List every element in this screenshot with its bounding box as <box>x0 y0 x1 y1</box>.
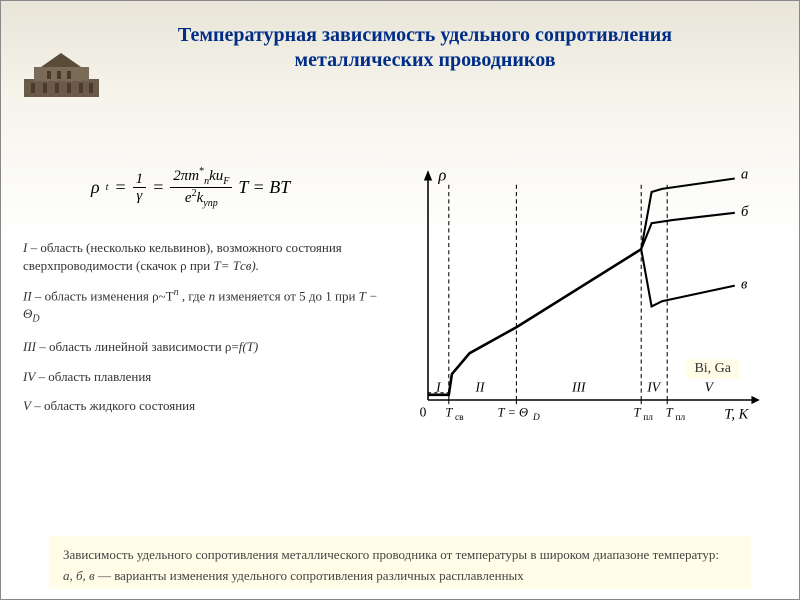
svg-text:ρ: ρ <box>437 166 446 185</box>
svg-text:IV: IV <box>646 380 662 395</box>
desc-4: IV – область плавления <box>23 368 383 386</box>
caption: Зависимость удельного сопротивления мета… <box>49 536 751 589</box>
desc-2: II – область изменения ρ~Tn , где n изме… <box>23 286 383 326</box>
svg-text:T = Θ: T = Θ <box>498 406 528 420</box>
slide-title: Температурная зависимость удельного сопр… <box>1 1 799 81</box>
desc-1: I – область (несколько кельвинов), возмо… <box>23 239 383 274</box>
svg-text:0: 0 <box>420 405 427 420</box>
svg-text:в: в <box>741 277 748 293</box>
svg-text:а: а <box>741 166 748 182</box>
caption-line2: а, б, в — варианты изменения удельного с… <box>63 567 737 585</box>
title-text: Температурная зависимость удельного сопр… <box>131 23 719 73</box>
resistivity-chart: ρT, KабвIIIIIIIVV0TсвT = ΘDTплTпл <box>399 166 769 426</box>
svg-text:III: III <box>571 380 587 395</box>
svg-text:T: T <box>445 406 453 420</box>
svg-text:D: D <box>532 413 540 423</box>
bi-ga-label: Bi, Ga <box>686 359 739 379</box>
svg-text:св: св <box>455 413 464 423</box>
svg-text:пл: пл <box>643 413 653 423</box>
region-descriptions: I – область (несколько кельвинов), возмо… <box>23 239 383 427</box>
svg-text:II: II <box>474 380 486 395</box>
svg-text:V: V <box>705 380 715 395</box>
svg-text:T: T <box>666 406 674 420</box>
svg-text:T: T <box>634 406 642 420</box>
desc-5: V – область жидкого состояния <box>23 397 383 415</box>
building-logo-icon <box>19 49 104 99</box>
formula: ρt = 1 γ = 2πm*nkuF e2kупр T = BT <box>91 166 290 209</box>
svg-text:пл: пл <box>676 413 686 423</box>
svg-text:T, K: T, K <box>724 407 749 423</box>
svg-text:б: б <box>741 204 749 220</box>
desc-3: III – область линейной зависимости ρ=f(T… <box>23 338 383 356</box>
caption-line1: Зависимость удельного сопротивления мета… <box>63 546 737 564</box>
